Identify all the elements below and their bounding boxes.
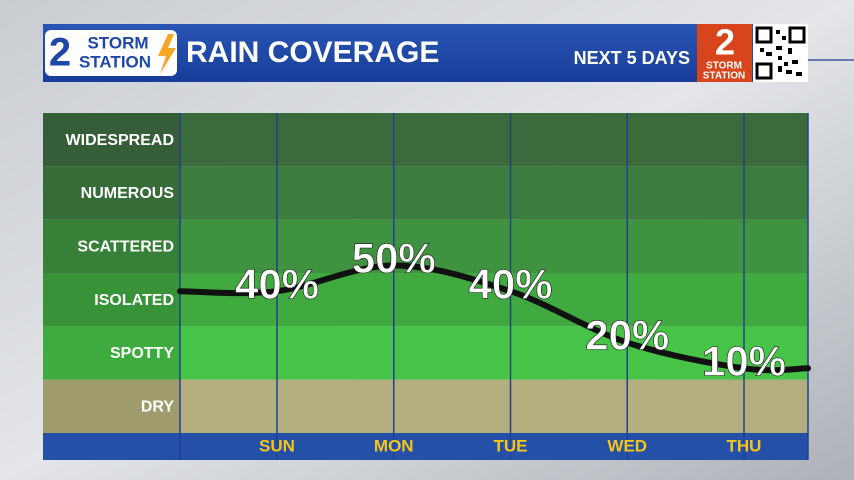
band-label-bg — [43, 273, 180, 327]
logo-bg — [697, 24, 752, 82]
day-label: THU — [727, 436, 762, 455]
qr-corner — [755, 26, 773, 44]
value-label: 40% — [235, 260, 319, 307]
day-label: TUE — [494, 436, 528, 455]
band-label-bg — [43, 113, 180, 167]
value-label: 50% — [352, 235, 436, 282]
band-label: DRY — [141, 399, 175, 416]
logo-text: STATION — [79, 52, 151, 71]
band — [180, 379, 808, 433]
logo-text: STORM — [706, 61, 742, 72]
logo-bolt — [158, 34, 176, 74]
logo-bg — [45, 30, 177, 76]
band — [180, 219, 808, 273]
band-label-bg — [43, 219, 180, 273]
day-label: MON — [374, 436, 414, 455]
band-label: SPOTTY — [110, 345, 174, 362]
band — [180, 273, 808, 327]
logo-text: STATION — [703, 71, 745, 82]
line-extension — [177, 288, 280, 297]
logo-text: STORM — [87, 33, 148, 52]
rain-line — [274, 262, 747, 372]
band-label-bg — [43, 326, 180, 380]
qr-corner — [788, 26, 806, 44]
title: RAIN COVERAGE — [186, 36, 439, 69]
qr-pattern — [760, 30, 802, 76]
band — [180, 326, 808, 380]
band-label-bg — [43, 379, 180, 433]
value-label: 10% — [702, 337, 786, 384]
logo-number: 2 — [715, 22, 735, 63]
logo-number: 2 — [49, 31, 71, 75]
band — [180, 166, 808, 220]
subtitle: NEXT 5 DAYS — [574, 48, 690, 68]
qr-corner — [755, 62, 773, 80]
value-label: 40% — [468, 260, 552, 307]
day-bar — [43, 433, 808, 460]
day-label: WED — [607, 436, 647, 455]
value-label: 20% — [585, 312, 669, 359]
band-label-bg — [43, 166, 180, 220]
band-label: ISOLATED — [94, 292, 174, 309]
line-extension — [741, 365, 811, 374]
logo-right: 2 STORM STATION — [697, 22, 808, 82]
band-label: NUMEROUS — [81, 185, 175, 202]
day-label: SUN — [259, 436, 295, 455]
band-label: SCATTERED — [77, 239, 174, 256]
logo-left: 2 STORM STATION — [45, 30, 177, 76]
band-label: WIDESPREAD — [66, 132, 174, 149]
band — [180, 113, 808, 167]
